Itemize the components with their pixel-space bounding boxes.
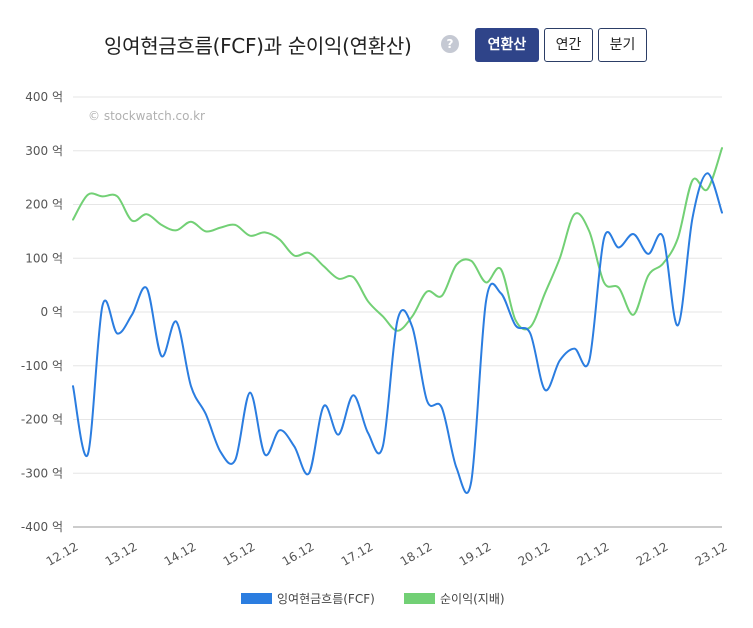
legend-net-income-swatch [404, 593, 435, 604]
question-icon[interactable]: ? [441, 35, 459, 53]
legend: 잉여현금흐름(FCF) 순이익(지배) [241, 592, 505, 606]
y-tick-label: 200 억 [25, 198, 63, 212]
y-tick-label: -100 억 [21, 359, 63, 373]
quarterly-button[interactable]: 분기 [598, 28, 647, 62]
watermark: © stockwatch.co.kr [88, 109, 205, 123]
x-axis-ticks: 12.12 13.12 14.12 15.12 16.12 17.12 18.12 19.12… [44, 539, 730, 568]
x-tick-label: 15.12 [221, 539, 258, 568]
series-lines [72, 147, 723, 494]
y-tick-label: 300 억 [25, 144, 63, 158]
annual-button[interactable]: 연간 [544, 28, 593, 62]
x-tick-label: 14.12 [162, 539, 199, 568]
legend-fcf-label[interactable]: 잉여현금흐름(FCF) [277, 592, 375, 606]
x-tick-label: 19.12 [457, 539, 494, 568]
x-tick-label: 13.12 [103, 539, 140, 568]
x-tick-label: 16.12 [280, 539, 317, 568]
y-tick-label: -400 억 [21, 520, 63, 534]
x-tick-label: 22.12 [634, 539, 671, 568]
y-tick-label: -200 억 [21, 413, 63, 427]
x-tick-label: 20.12 [516, 539, 553, 568]
chart-title: 잉여현금흐름(FCF)과 순이익(연환산) [104, 34, 412, 58]
annualized-button[interactable]: 연환산 [475, 28, 539, 62]
x-tick-label: 21.12 [575, 539, 612, 568]
x-tick-label: 12.12 [44, 539, 81, 568]
x-tick-label: 23.12 [693, 539, 730, 568]
legend-net-income-label[interactable]: 순이익(지배) [440, 592, 505, 606]
y-tick-label: 400 억 [25, 90, 63, 104]
grid-lines [73, 96, 722, 528]
legend-fcf-swatch [241, 593, 272, 604]
y-tick-label: 100 억 [25, 251, 63, 265]
x-tick-label: 17.12 [339, 539, 376, 568]
y-axis-ticks: 400 억 300 억 200 억 100 억 0 억 -100 억 -200 억 -300 … [21, 90, 63, 534]
x-tick-label: 18.12 [398, 539, 435, 568]
fcf-series-line [72, 172, 723, 494]
net-income-series-line [72, 147, 723, 332]
y-tick-label: 0 억 [41, 305, 64, 319]
y-tick-label: -300 억 [21, 466, 63, 480]
